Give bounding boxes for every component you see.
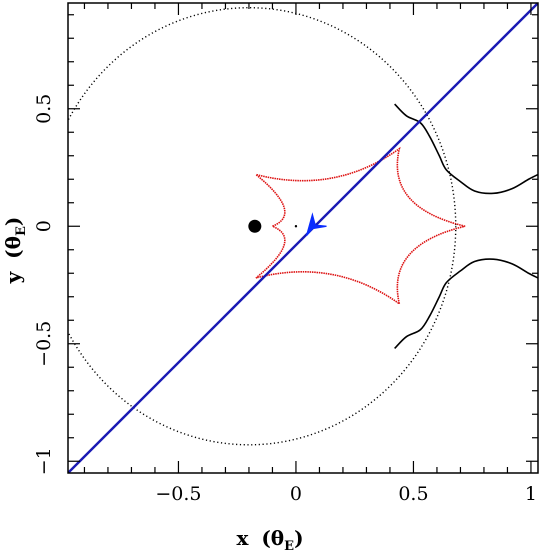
series-critical-curve-branch-lower — [394, 258, 538, 350]
y-tick-label: −1 — [33, 447, 55, 475]
x-tick-label: −0.5 — [155, 483, 201, 505]
y-axis-label: y (θE) — [1, 217, 29, 285]
series-caustic — [255, 146, 466, 306]
axis-ticks: −0.5 0 0.5 1 −1 −0.5 0 0.5 — [33, 3, 538, 505]
y-tick-label: 0 — [33, 220, 55, 232]
axis-labels: x (θE) y (θE) — [1, 217, 304, 554]
source-cusp-marker — [305, 212, 327, 237]
series-critical-curve — [68, 7, 457, 446]
series-critical-curve-branch-upper — [394, 103, 538, 195]
y-tick-label: 0.5 — [33, 94, 55, 124]
plot-area — [68, 3, 538, 473]
x-tick-label: 0 — [290, 483, 302, 505]
y-tick-label: −0.5 — [33, 321, 55, 367]
lens-point-0 — [248, 219, 262, 233]
series-trajectory — [68, 3, 538, 473]
x-tick-label: 0.5 — [398, 483, 428, 505]
plot-frame — [67, 2, 539, 474]
x-axis-label: x (θE) — [236, 526, 303, 554]
lens-point-1 — [294, 225, 298, 228]
x-tick-label: 1 — [525, 483, 537, 505]
